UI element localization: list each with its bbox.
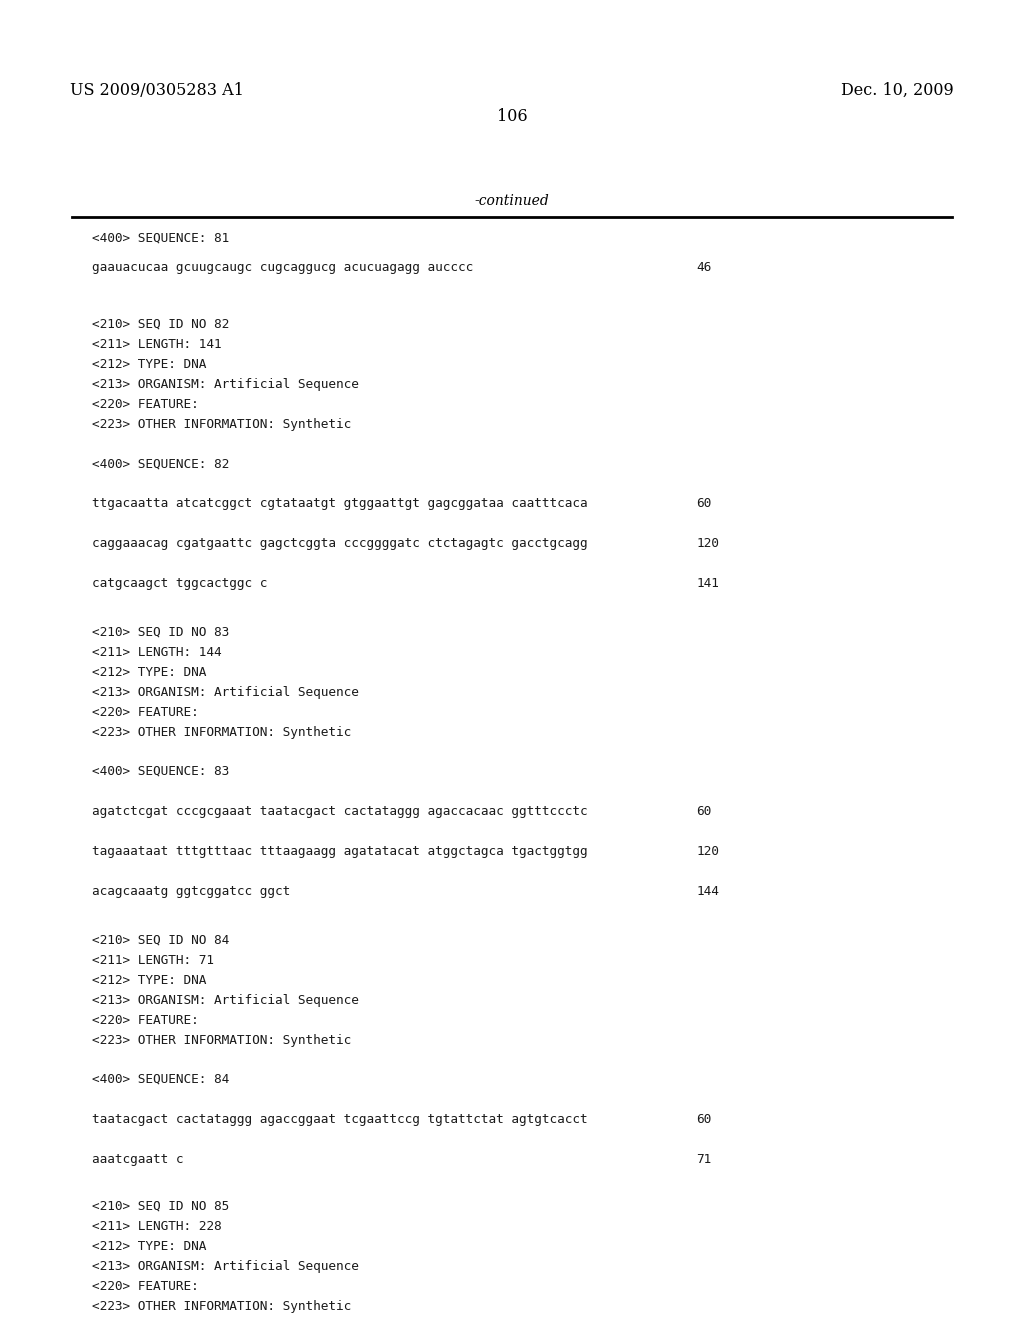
Text: <400> SEQUENCE: 84: <400> SEQUENCE: 84 (92, 1073, 229, 1086)
Text: <223> OTHER INFORMATION: Synthetic: <223> OTHER INFORMATION: Synthetic (92, 418, 351, 432)
Text: <400> SEQUENCE: 81: <400> SEQUENCE: 81 (92, 232, 229, 246)
Text: <220> FEATURE:: <220> FEATURE: (92, 1280, 199, 1294)
Text: <220> FEATURE:: <220> FEATURE: (92, 399, 199, 411)
Text: 120: 120 (696, 845, 719, 858)
Text: 46: 46 (696, 261, 712, 275)
Text: <213> ORGANISM: Artificial Sequence: <213> ORGANISM: Artificial Sequence (92, 686, 359, 700)
Text: <223> OTHER INFORMATION: Synthetic: <223> OTHER INFORMATION: Synthetic (92, 1300, 351, 1313)
Text: 60: 60 (696, 1113, 712, 1126)
Text: US 2009/0305283 A1: US 2009/0305283 A1 (70, 82, 244, 99)
Text: <212> TYPE: DNA: <212> TYPE: DNA (92, 358, 207, 371)
Text: <400> SEQUENCE: 83: <400> SEQUENCE: 83 (92, 766, 229, 777)
Text: taatacgact cactataggg agaccggaat tcgaattccg tgtattctat agtgtcacct: taatacgact cactataggg agaccggaat tcgaatt… (92, 1113, 588, 1126)
Text: caggaaacag cgatgaattc gagctcggta cccggggatc ctctagagtc gacctgcagg: caggaaacag cgatgaattc gagctcggta cccgggg… (92, 537, 588, 550)
Text: <212> TYPE: DNA: <212> TYPE: DNA (92, 1239, 207, 1253)
Text: <223> OTHER INFORMATION: Synthetic: <223> OTHER INFORMATION: Synthetic (92, 726, 351, 739)
Text: ttgacaatta atcatcggct cgtataatgt gtggaattgt gagcggataa caatttcaca: ttgacaatta atcatcggct cgtataatgt gtggaat… (92, 498, 588, 510)
Text: <213> ORGANISM: Artificial Sequence: <213> ORGANISM: Artificial Sequence (92, 1261, 359, 1272)
Text: tagaaataat tttgtttaac tttaagaagg agatatacat atggctagca tgactggtgg: tagaaataat tttgtttaac tttaagaagg agatata… (92, 845, 588, 858)
Text: <213> ORGANISM: Artificial Sequence: <213> ORGANISM: Artificial Sequence (92, 994, 359, 1007)
Text: gaauacucaa gcuugcaugc cugcaggucg acucuagagg aucccc: gaauacucaa gcuugcaugc cugcaggucg acucuag… (92, 261, 473, 275)
Text: 144: 144 (696, 884, 719, 898)
Text: <223> OTHER INFORMATION: Synthetic: <223> OTHER INFORMATION: Synthetic (92, 1034, 351, 1047)
Text: <210> SEQ ID NO 82: <210> SEQ ID NO 82 (92, 318, 229, 331)
Text: <212> TYPE: DNA: <212> TYPE: DNA (92, 667, 207, 678)
Text: <213> ORGANISM: Artificial Sequence: <213> ORGANISM: Artificial Sequence (92, 378, 359, 391)
Text: acagcaaatg ggtcggatcc ggct: acagcaaatg ggtcggatcc ggct (92, 884, 291, 898)
Text: <211> LENGTH: 141: <211> LENGTH: 141 (92, 338, 222, 351)
Text: <210> SEQ ID NO 83: <210> SEQ ID NO 83 (92, 626, 229, 639)
Text: <212> TYPE: DNA: <212> TYPE: DNA (92, 974, 207, 987)
Text: <210> SEQ ID NO 85: <210> SEQ ID NO 85 (92, 1200, 229, 1213)
Text: 60: 60 (696, 805, 712, 818)
Text: aaatcgaatt c: aaatcgaatt c (92, 1152, 183, 1166)
Text: <211> LENGTH: 71: <211> LENGTH: 71 (92, 954, 214, 968)
Text: 71: 71 (696, 1152, 712, 1166)
Text: <210> SEQ ID NO 84: <210> SEQ ID NO 84 (92, 935, 229, 946)
Text: -continued: -continued (475, 194, 549, 209)
Text: agatctcgat cccgcgaaat taatacgact cactataggg agaccacaac ggtttccctc: agatctcgat cccgcgaaat taatacgact cactata… (92, 805, 588, 818)
Text: <220> FEATURE:: <220> FEATURE: (92, 1014, 199, 1027)
Text: <211> LENGTH: 144: <211> LENGTH: 144 (92, 645, 222, 659)
Text: 141: 141 (696, 577, 719, 590)
Text: catgcaagct tggcactggc c: catgcaagct tggcactggc c (92, 577, 267, 590)
Text: 106: 106 (497, 108, 527, 125)
Text: <400> SEQUENCE: 82: <400> SEQUENCE: 82 (92, 458, 229, 471)
Text: <220> FEATURE:: <220> FEATURE: (92, 706, 199, 719)
Text: <211> LENGTH: 228: <211> LENGTH: 228 (92, 1220, 222, 1233)
Text: Dec. 10, 2009: Dec. 10, 2009 (842, 82, 954, 99)
Text: 120: 120 (696, 537, 719, 550)
Text: 60: 60 (696, 498, 712, 510)
